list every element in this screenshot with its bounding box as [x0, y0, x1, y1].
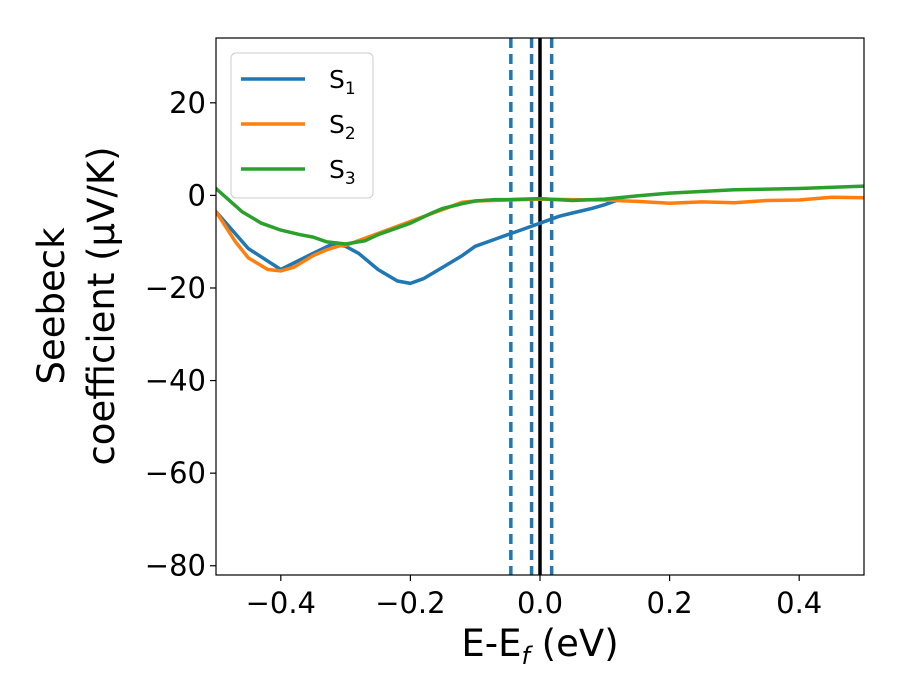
- series-line-s3: [216, 184, 864, 246]
- y-axis-ticks: −80 −60 −40 −20 0 20: [145, 86, 216, 583]
- legend: S1 S2 S3: [230, 52, 374, 199]
- x-axis-ticks: −0.4 −0.2 0.0 0.2 0.4: [246, 575, 822, 620]
- legend-label-s1: S1: [329, 65, 356, 99]
- y-tick-label: 0: [188, 178, 206, 212]
- legend-label-s2: S2: [329, 110, 356, 144]
- plot-data-layer: [216, 38, 864, 575]
- y-tick-label: 20: [169, 86, 206, 120]
- x-tick-label: 0.4: [776, 586, 822, 620]
- x-tick-label: 0.2: [647, 586, 693, 620]
- x-axis-title-main: E-E: [461, 622, 521, 665]
- x-axis-title: E-Ef (eV): [461, 622, 618, 670]
- y-axis-title-line1: Seebeck: [30, 227, 73, 385]
- x-tick-label: −0.4: [246, 586, 316, 620]
- x-axis-title-unit: (eV): [530, 622, 619, 665]
- series-line-s1: [216, 198, 620, 286]
- y-tick-label: −60: [145, 456, 206, 490]
- y-tick-label: −20: [145, 271, 206, 305]
- y-axis-title-line2: coefficient (μV/K): [80, 146, 123, 465]
- legend-label-s3: S3: [329, 155, 356, 189]
- y-axis-title: Seebeck coefficient (μV/K): [30, 146, 123, 465]
- y-tick-label: −40: [145, 364, 206, 398]
- x-tick-label: −0.2: [375, 586, 445, 620]
- y-tick-label: −80: [145, 549, 206, 583]
- x-tick-label: 0.0: [517, 586, 563, 620]
